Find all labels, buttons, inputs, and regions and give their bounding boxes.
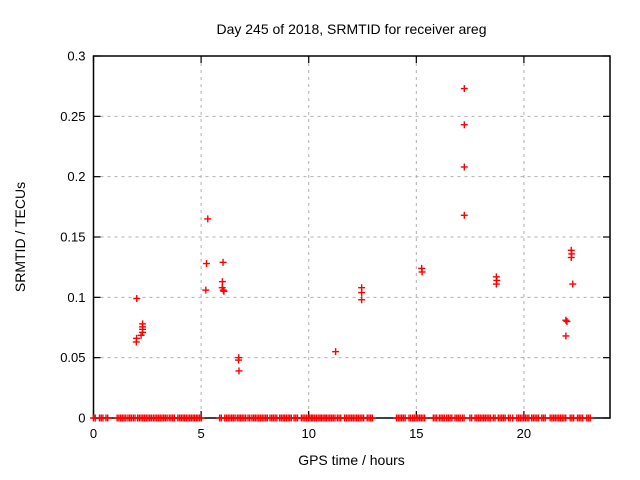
x-tick-label: 5 [197, 426, 204, 441]
chart-title: Day 245 of 2018, SRMTID for receiver are… [216, 21, 487, 37]
y-tick-label: 0.3 [67, 49, 85, 64]
x-axis-label: GPS time / hours [298, 452, 405, 468]
y-tick-label: 0.15 [60, 230, 85, 245]
y-axis-label: SRMTID / TECUs [12, 181, 28, 293]
y-tick-label: 0.05 [60, 350, 85, 365]
x-tick-label: 15 [409, 426, 423, 441]
x-tick-label: 0 [90, 426, 97, 441]
y-tick-label: 0 [78, 411, 85, 426]
y-tick-label: 0.25 [60, 109, 85, 124]
x-tick-label: 10 [301, 426, 315, 441]
y-tick-label: 0.1 [67, 290, 85, 305]
x-tick-label: 20 [517, 426, 531, 441]
y-tick-label: 0.2 [67, 169, 85, 184]
